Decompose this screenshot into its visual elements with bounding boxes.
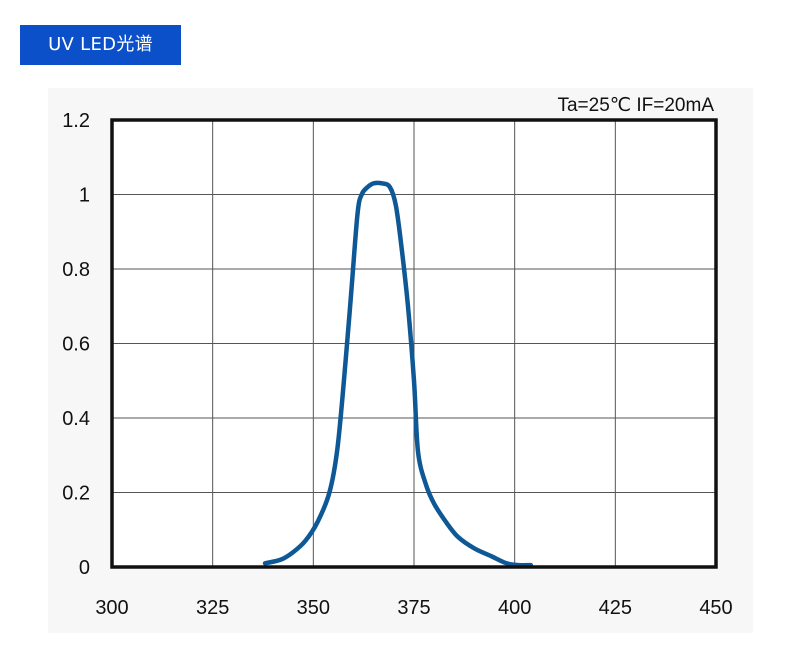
y-tick-label-0.4: 0.4 (62, 408, 90, 430)
x-tick-label-325: 325 (196, 597, 229, 619)
test-condition-label: Ta=25℃ IF=20mA (557, 95, 714, 116)
grid-lines (112, 120, 716, 567)
y-tick-label-0.2: 0.2 (62, 483, 90, 505)
y-tick-label-1: 1 (79, 185, 90, 207)
y-tick-label-0.6: 0.6 (62, 334, 90, 356)
x-tick-label-300: 300 (95, 597, 128, 619)
spectrum-title-badge: UV LED光谱 (20, 25, 181, 65)
y-tick-label-0.8: 0.8 (62, 259, 90, 281)
x-tick-label-400: 400 (498, 597, 531, 619)
y-tick-label-1.2: 1.2 (62, 110, 90, 132)
x-tick-label-450: 450 (699, 597, 732, 619)
x-tick-label-425: 425 (599, 597, 632, 619)
spectrum-curve-0 (262, 180, 534, 568)
x-tick-label-350: 350 (297, 597, 330, 619)
y-tick-label-0: 0 (79, 557, 90, 579)
tick-labels: 300 325 350 375 400 425 450 0 0.2 0.4 0.6 0.8 1 1.2 (62, 110, 733, 619)
series-layer (262, 180, 534, 568)
plot-frame (110, 118, 718, 569)
x-tick-label-375: 375 (397, 597, 430, 619)
